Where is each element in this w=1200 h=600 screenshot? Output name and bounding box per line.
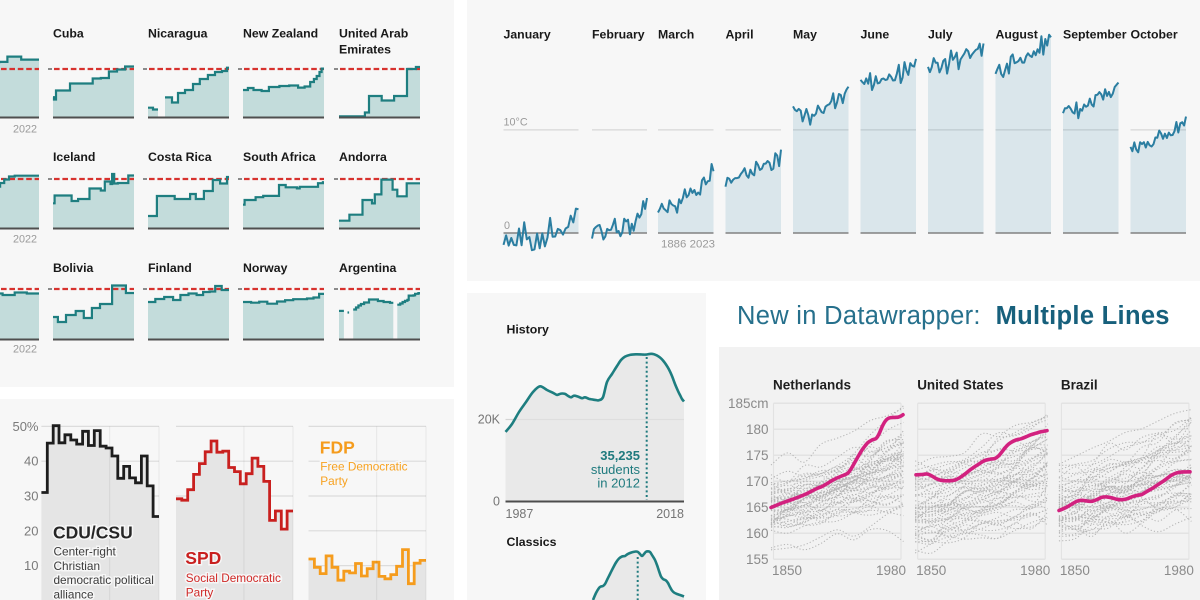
svg-text:October: October xyxy=(1131,28,1178,42)
svg-text:January: January xyxy=(504,28,551,42)
svg-text:20: 20 xyxy=(24,523,38,538)
svg-text:Costa Rica: Costa Rica xyxy=(148,150,212,164)
svg-text:170: 170 xyxy=(746,474,769,489)
svg-text:1850: 1850 xyxy=(916,563,946,578)
svg-text:SPD: SPD xyxy=(185,548,221,568)
svg-text:Emirates: Emirates xyxy=(339,43,391,57)
svg-text:Norway: Norway xyxy=(243,261,288,275)
svg-text:1886: 1886 xyxy=(661,239,686,251)
svg-text:CDU/CSU: CDU/CSU xyxy=(53,523,133,543)
svg-text:0: 0 xyxy=(504,220,510,232)
svg-text:1850: 1850 xyxy=(772,563,802,578)
svg-text:September: September xyxy=(1063,28,1127,42)
svg-text:2022: 2022 xyxy=(13,344,37,356)
svg-text:Iceland: Iceland xyxy=(53,150,95,164)
svg-text:Cuba: Cuba xyxy=(53,27,84,41)
svg-text:March: March xyxy=(658,28,694,42)
svg-text:1980: 1980 xyxy=(1020,563,1050,578)
svg-text:alliance: alliance xyxy=(54,587,94,600)
svg-text:in 2012: in 2012 xyxy=(597,476,640,491)
svg-text:History: History xyxy=(507,323,550,337)
svg-text:180: 180 xyxy=(746,422,769,437)
svg-text:10°C: 10°C xyxy=(504,117,528,129)
svg-text:2023: 2023 xyxy=(690,239,715,251)
svg-text:Andorra: Andorra xyxy=(339,150,387,164)
svg-text:50%: 50% xyxy=(12,419,38,434)
svg-text:185cm: 185cm xyxy=(728,396,769,411)
svg-text:New Zealand: New Zealand xyxy=(243,27,318,41)
svg-text:June: June xyxy=(861,28,890,42)
svg-text:Finland: Finland xyxy=(148,261,192,275)
svg-text:Free Democratic: Free Democratic xyxy=(320,460,407,474)
svg-text:30: 30 xyxy=(24,489,38,504)
svg-text:democratic political: democratic political xyxy=(54,573,154,587)
svg-text:175: 175 xyxy=(746,448,769,463)
svg-text:Classics: Classics xyxy=(507,535,557,549)
svg-text:35,235: 35,235 xyxy=(600,448,640,463)
svg-text:0: 0 xyxy=(493,495,500,509)
svg-text:1980: 1980 xyxy=(876,563,906,578)
svg-text:Argentina: Argentina xyxy=(339,261,397,275)
svg-text:Party: Party xyxy=(320,474,348,488)
svg-text:students: students xyxy=(591,462,641,477)
svg-text:Brazil: Brazil xyxy=(1061,378,1098,393)
svg-text:2022: 2022 xyxy=(13,124,37,136)
svg-text:April: April xyxy=(726,28,754,42)
svg-text:1987: 1987 xyxy=(506,507,534,521)
svg-text:United States: United States xyxy=(917,378,1003,393)
svg-text:160: 160 xyxy=(746,526,769,541)
svg-text:Social Democratic: Social Democratic xyxy=(186,571,281,585)
svg-text:1980: 1980 xyxy=(1164,563,1194,578)
svg-text:Bolivia: Bolivia xyxy=(53,261,93,275)
svg-text:Nicaragua: Nicaragua xyxy=(148,27,208,41)
svg-text:July: July xyxy=(928,28,953,42)
svg-text:2022: 2022 xyxy=(13,234,37,246)
svg-text:South Africa: South Africa xyxy=(243,150,316,164)
svg-text:40: 40 xyxy=(24,454,38,469)
svg-text:May: May xyxy=(793,28,817,42)
svg-text:Party: Party xyxy=(186,585,214,599)
svg-text:2018: 2018 xyxy=(656,507,684,521)
svg-text:20K: 20K xyxy=(478,413,501,427)
svg-text:Netherlands: Netherlands xyxy=(773,378,851,393)
svg-text:FDP: FDP xyxy=(320,438,355,458)
svg-text:1850: 1850 xyxy=(1060,563,1090,578)
svg-text:United Arab: United Arab xyxy=(339,27,408,41)
svg-text:165: 165 xyxy=(746,500,769,515)
svg-text:Center-right: Center-right xyxy=(54,545,117,559)
svg-text:February: February xyxy=(592,28,645,42)
svg-text:10: 10 xyxy=(24,558,38,573)
svg-text:155: 155 xyxy=(746,552,769,567)
svg-text:Christian: Christian xyxy=(54,559,101,573)
svg-text:August: August xyxy=(996,28,1038,42)
